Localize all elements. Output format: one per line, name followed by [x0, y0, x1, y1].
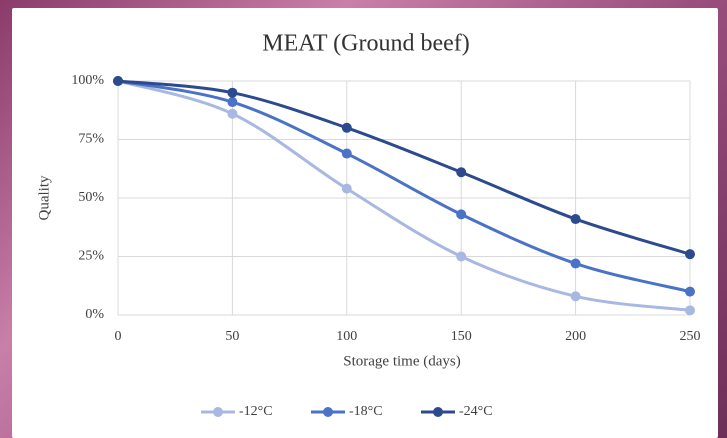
x-tick-label: 150	[451, 329, 472, 344]
x-axis-label: Storage time (days)	[343, 353, 460, 369]
y-tick-label: 100%	[71, 73, 104, 88]
data-point	[456, 167, 466, 177]
legend-marker	[213, 407, 223, 417]
data-point	[456, 252, 466, 262]
page: {"chart_data": {"type": "line", "smooth"…	[0, 0, 727, 438]
data-point	[113, 76, 123, 86]
chart: MEAT (Ground beef) Storage time (days) Q…	[0, 0, 727, 438]
data-point	[571, 259, 581, 269]
data-point	[685, 287, 695, 297]
series-line	[118, 81, 690, 292]
y-tick-label: 50%	[78, 190, 104, 205]
x-tick-label: 250	[680, 329, 701, 344]
chart-title: MEAT (Ground beef)	[262, 31, 470, 57]
y-tick-label: 75%	[78, 132, 104, 147]
x-tick-label: 200	[565, 329, 586, 344]
data-point	[685, 249, 695, 259]
data-point	[227, 88, 237, 98]
series-line	[118, 81, 690, 254]
data-point	[571, 214, 581, 224]
y-tick-label: 25%	[78, 249, 104, 264]
data-point	[342, 123, 352, 133]
y-tick-label: 0%	[85, 307, 104, 322]
data-point	[342, 149, 352, 159]
x-tick-label: 0	[115, 329, 122, 344]
series-line	[118, 81, 690, 310]
data-point	[227, 97, 237, 107]
x-tick-label: 50	[225, 329, 239, 344]
x-tick-label: 100	[336, 329, 357, 344]
data-point	[227, 109, 237, 119]
legend-label: -12°C	[239, 404, 273, 419]
data-point	[456, 209, 466, 219]
legend-marker	[433, 407, 443, 417]
legend-label: -24°C	[459, 404, 493, 419]
y-axis-label: Quality	[36, 175, 52, 220]
data-point	[685, 305, 695, 315]
legend-label: -18°C	[349, 404, 383, 419]
legend-marker	[323, 407, 333, 417]
data-point	[342, 184, 352, 194]
data-point	[571, 291, 581, 301]
